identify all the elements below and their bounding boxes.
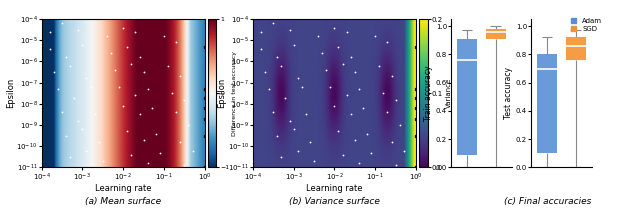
Y-axis label: Difference in test accuracy: Difference in test accuracy — [232, 51, 237, 136]
X-axis label: Learning rate: Learning rate — [306, 184, 363, 193]
X-axis label: Learning rate: Learning rate — [95, 184, 152, 193]
Y-axis label: Test accuracy: Test accuracy — [504, 67, 513, 119]
Y-axis label: Variance: Variance — [445, 78, 452, 108]
Y-axis label: Train accuracy: Train accuracy — [424, 66, 433, 121]
FancyBboxPatch shape — [537, 54, 557, 153]
Text: (c) Final accuracies: (c) Final accuracies — [504, 197, 591, 205]
Text: (a) Mean surface: (a) Mean surface — [86, 197, 161, 205]
FancyBboxPatch shape — [566, 38, 586, 60]
FancyBboxPatch shape — [457, 39, 477, 155]
FancyBboxPatch shape — [486, 29, 506, 39]
Text: (b) Variance surface: (b) Variance surface — [289, 197, 380, 205]
Legend: Adam, SGD: Adam, SGD — [568, 15, 605, 35]
Y-axis label: Epsilon: Epsilon — [217, 78, 226, 108]
Y-axis label: Epsilon: Epsilon — [6, 78, 15, 108]
